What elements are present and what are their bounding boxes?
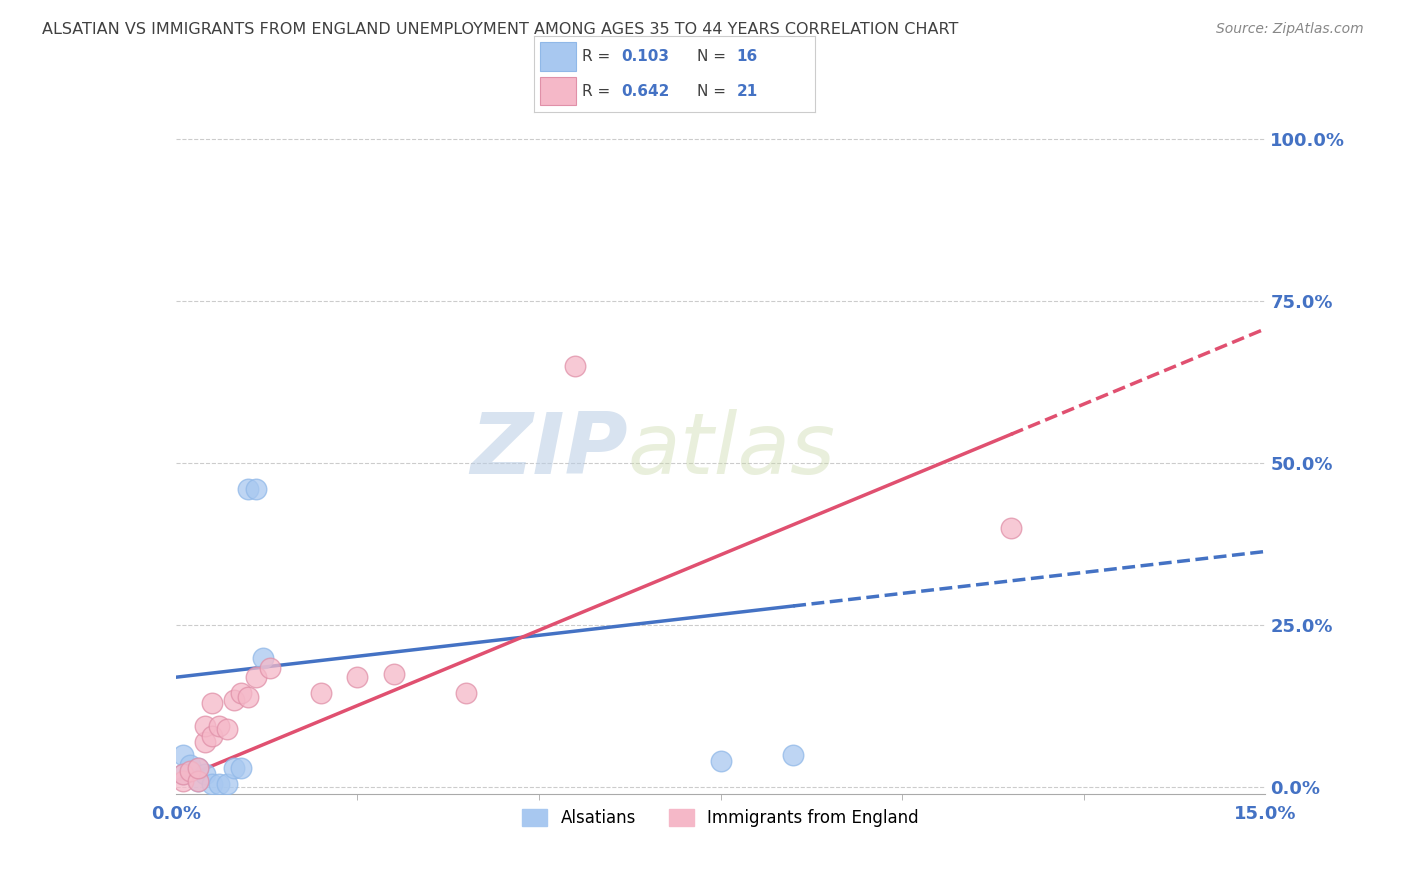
Point <box>245 483 267 497</box>
Point <box>186 773 209 788</box>
Text: atlas: atlas <box>628 409 837 492</box>
Point <box>252 650 274 665</box>
Point <box>172 747 194 762</box>
Point <box>201 777 224 791</box>
Point <box>309 686 332 700</box>
Point <box>238 483 260 497</box>
Text: 16: 16 <box>737 49 758 64</box>
Text: ALSATIAN VS IMMIGRANTS FROM ENGLAND UNEMPLOYMENT AMONG AGES 35 TO 44 YEARS CORRE: ALSATIAN VS IMMIGRANTS FROM ENGLAND UNEM… <box>42 22 959 37</box>
Point <box>201 729 224 743</box>
Text: N =: N = <box>697 49 731 64</box>
Point <box>172 767 194 781</box>
Point <box>564 359 586 374</box>
Point <box>222 761 245 775</box>
Text: 21: 21 <box>737 84 758 98</box>
Point <box>172 767 194 781</box>
Point <box>194 767 217 781</box>
Point <box>710 755 733 769</box>
Point <box>259 660 281 674</box>
Point <box>208 719 231 733</box>
Point <box>194 719 217 733</box>
Text: N =: N = <box>697 84 731 98</box>
FancyBboxPatch shape <box>540 42 576 70</box>
Legend: Alsatians, Immigrants from England: Alsatians, Immigrants from England <box>516 802 925 834</box>
Point <box>215 777 238 791</box>
Point <box>208 777 231 791</box>
Point <box>186 761 209 775</box>
Point <box>245 670 267 684</box>
Point <box>179 757 201 772</box>
Point <box>1000 521 1022 535</box>
Point <box>456 686 478 700</box>
Point <box>179 764 201 779</box>
Text: ZIP: ZIP <box>471 409 628 492</box>
Point <box>172 773 194 788</box>
Point <box>186 773 209 788</box>
Point <box>186 761 209 775</box>
Point <box>215 722 238 736</box>
Text: R =: R = <box>582 49 616 64</box>
Point <box>201 696 224 710</box>
Text: Source: ZipAtlas.com: Source: ZipAtlas.com <box>1216 22 1364 37</box>
Point <box>238 690 260 704</box>
Text: R =: R = <box>582 84 616 98</box>
Text: 0.103: 0.103 <box>621 49 669 64</box>
Point <box>222 693 245 707</box>
Point <box>231 686 253 700</box>
Point <box>782 747 804 762</box>
Point <box>382 667 405 681</box>
FancyBboxPatch shape <box>540 77 576 105</box>
Text: 0.642: 0.642 <box>621 84 669 98</box>
Point <box>346 670 368 684</box>
Point <box>194 735 217 749</box>
Point <box>231 761 253 775</box>
